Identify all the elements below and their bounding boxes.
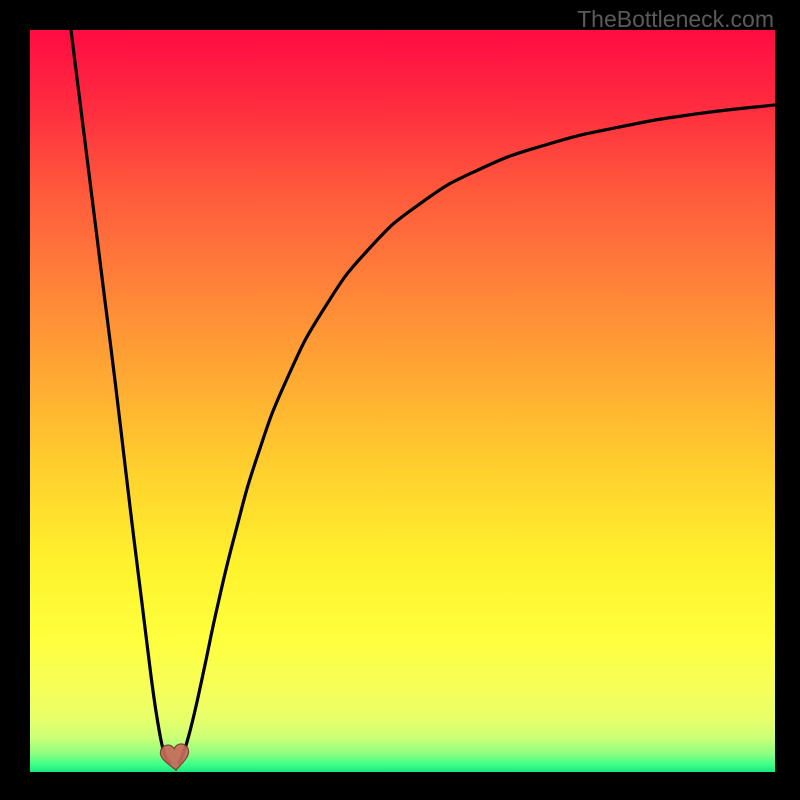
plot-area	[30, 30, 775, 772]
chart-frame: TheBottleneck.com	[0, 0, 800, 800]
heart-icon	[158, 742, 191, 775]
curves-svg	[30, 30, 775, 772]
curve-left	[71, 30, 170, 763]
watermark-label: TheBottleneck.com	[577, 6, 774, 33]
curve-right	[179, 105, 775, 763]
optimum-heart-marker	[158, 742, 191, 775]
